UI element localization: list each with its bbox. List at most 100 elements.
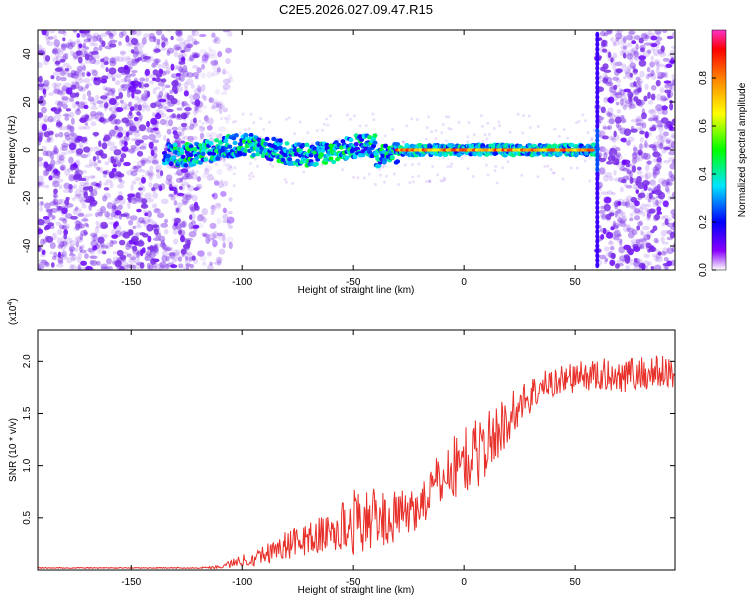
speckle-mark <box>132 249 141 255</box>
speckle-mark <box>271 164 275 168</box>
speckle-mark <box>229 165 233 169</box>
edge-spike-mark <box>595 127 600 134</box>
speckle-mark <box>648 41 656 46</box>
speckle-mark <box>100 266 108 270</box>
signal-mark <box>484 152 490 157</box>
speckle-mark <box>636 245 643 249</box>
speckle-mark <box>209 134 213 138</box>
speckle-mark <box>141 157 149 163</box>
speckle-mark <box>169 89 173 95</box>
speckle-mark <box>38 156 44 162</box>
signal-mark <box>328 156 334 161</box>
speckle-mark <box>45 37 50 44</box>
speckle-mark <box>156 72 163 78</box>
speckle-mark <box>38 175 44 182</box>
speckle-mark <box>610 226 615 231</box>
speckle-mark <box>54 67 63 72</box>
speckle-mark <box>617 124 622 131</box>
speckle-mark <box>664 83 670 89</box>
speckle-mark <box>662 131 669 137</box>
signal-mark <box>251 152 257 158</box>
speckle-mark <box>50 159 56 167</box>
speckle-mark <box>58 198 66 205</box>
speckle-mark <box>95 94 100 101</box>
speckle-mark <box>61 85 68 92</box>
speckle-mark <box>171 258 177 263</box>
speckle-mark <box>83 182 91 191</box>
speckle-mark <box>38 217 42 225</box>
speckle-mark <box>607 155 613 162</box>
speckle-mark <box>133 165 142 169</box>
speckle-mark <box>195 186 201 191</box>
speckle-mark <box>217 50 223 58</box>
speckle-mark <box>62 103 68 110</box>
speckle-mark <box>109 39 116 45</box>
speckle-mark <box>176 86 183 93</box>
speckle-mark <box>658 178 667 185</box>
speckle-mark <box>543 165 547 169</box>
speckle-mark <box>165 255 170 262</box>
speckle-mark <box>138 196 143 201</box>
speckle-mark <box>107 132 113 140</box>
speckle-mark <box>52 180 60 188</box>
speckle-mark <box>188 193 193 198</box>
speckle-mark <box>158 90 164 98</box>
speckle-mark <box>210 60 218 65</box>
signal-mark <box>232 140 238 146</box>
speckle-mark <box>606 190 614 195</box>
speckle-mark <box>191 135 198 141</box>
edge-spike-mark <box>595 262 600 269</box>
speckle-mark <box>635 122 644 127</box>
signal-mark <box>166 157 172 162</box>
speckle-mark <box>604 111 611 115</box>
speckle-mark <box>651 146 656 151</box>
speckle-mark <box>125 263 131 268</box>
speckle-mark <box>129 106 135 112</box>
speckle-mark <box>160 113 167 118</box>
speckle-mark <box>153 146 159 153</box>
speckle-mark <box>56 178 64 183</box>
speckle-mark <box>126 169 133 176</box>
speckle-mark <box>146 120 150 128</box>
speckle-mark <box>223 210 230 216</box>
speckle-mark <box>198 126 205 132</box>
speckle-mark <box>598 209 606 214</box>
speckle-mark <box>635 76 641 82</box>
speckle-mark <box>408 181 412 185</box>
speckle-mark <box>626 247 632 254</box>
speckle-mark <box>615 122 620 128</box>
speckle-mark <box>49 153 55 160</box>
speckle-mark <box>79 266 87 270</box>
speckle-mark <box>151 187 156 192</box>
speckle-mark <box>628 30 636 35</box>
speckle-mark <box>108 172 116 179</box>
speckle-mark <box>259 117 263 121</box>
speckle-mark <box>656 123 663 129</box>
edge-spike-mark <box>595 190 600 197</box>
speckle-mark <box>425 126 429 130</box>
y-tick-label: 0.5 <box>22 510 33 524</box>
speckle-mark <box>166 93 170 99</box>
speckle-mark <box>657 48 665 55</box>
signal-mark <box>171 155 177 160</box>
speckle-mark <box>190 220 196 225</box>
speckle-mark <box>132 245 138 252</box>
speckle-mark <box>159 241 166 248</box>
speckle-mark <box>658 191 666 200</box>
speckle-mark <box>411 175 415 179</box>
speckle-mark <box>635 186 639 194</box>
speckle-mark <box>104 87 113 92</box>
speckle-mark <box>160 47 167 51</box>
signal-mark <box>227 144 233 149</box>
speckle-mark <box>181 172 189 181</box>
speckle-mark <box>76 32 81 39</box>
speckle-mark <box>648 179 656 185</box>
speckle-mark <box>88 175 95 179</box>
speckle-mark <box>43 226 49 231</box>
y-tick-label: -20 <box>22 190 33 205</box>
signal-mark <box>323 160 329 165</box>
speckle-mark <box>136 251 140 256</box>
speckle-mark <box>46 137 54 143</box>
speckle-mark <box>54 133 59 138</box>
speckle-mark <box>114 259 122 268</box>
